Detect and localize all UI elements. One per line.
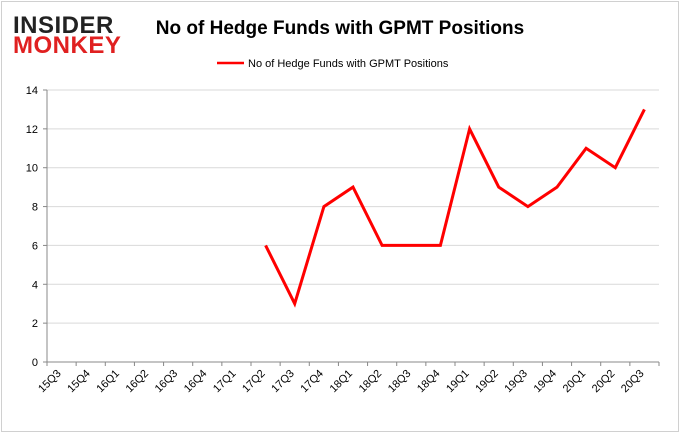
y-tick-label: 14 (26, 85, 38, 97)
grid (47, 89, 659, 324)
y-tick-label: 8 (32, 202, 38, 214)
insider-monkey-logo: INSIDER MONKEY (13, 12, 121, 59)
legend: No of Hedge Funds with GPMT Positions (217, 58, 449, 70)
y-tick-label: 2 (32, 318, 38, 330)
y-tick-label: 0 (32, 357, 38, 369)
axes (43, 89, 660, 366)
logo-line1: INSIDER (13, 12, 114, 39)
series (264, 108, 646, 308)
chart-title: No of Hedge Funds with GPMT Positions (156, 18, 524, 39)
y-tick-label: 12 (26, 124, 38, 136)
legend-label: No of Hedge Funds with GPMT Positions (248, 58, 449, 70)
y-tick-label: 10 (26, 163, 38, 175)
logo-line2: MONKEY (13, 32, 121, 59)
series-line (264, 108, 646, 308)
y-tick-labels: 0 2 4 6 8 10 12 14 (26, 85, 38, 369)
y-tick-label: 4 (32, 279, 38, 291)
y-tick-label: 6 (32, 240, 38, 252)
